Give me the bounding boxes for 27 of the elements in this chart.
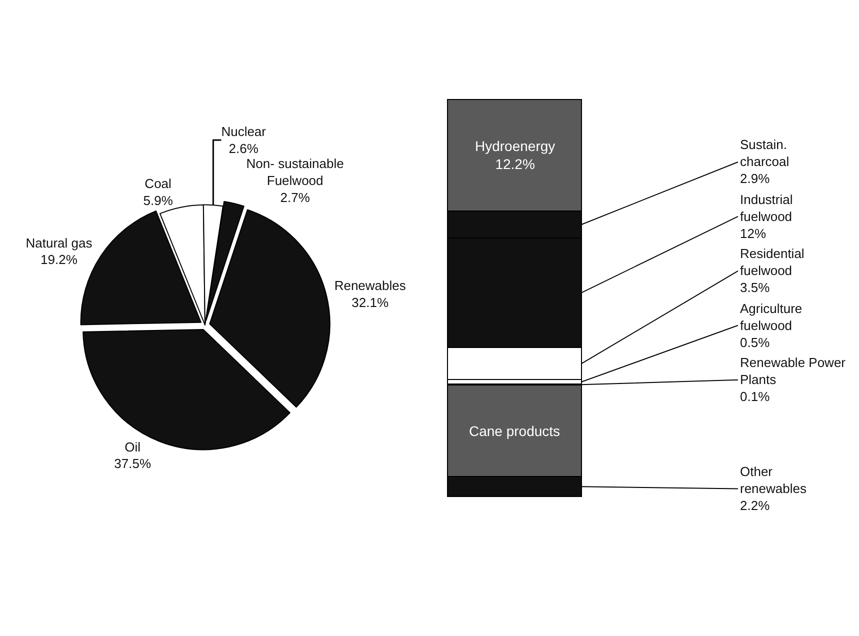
data-label: 2.2%	[740, 498, 770, 513]
slice-label: Natural gas	[26, 235, 93, 250]
data-label: 2.7%	[280, 190, 310, 205]
data-label: 12%	[740, 226, 766, 241]
slice-label: Oil	[124, 439, 141, 454]
text: Other renewables	[740, 464, 807, 496]
data-label: 32.1%	[352, 295, 389, 310]
data-label: 5.9%	[143, 192, 174, 208]
data-label: 0.1%	[740, 388, 770, 404]
text: Renewable Power Plants	[740, 355, 846, 387]
data-label: 19.2%	[40, 252, 78, 268]
slice-label: Nuclear	[221, 124, 267, 140]
data-label: 2.6%	[228, 140, 259, 156]
text: Industrial fuelwood	[740, 192, 793, 224]
data-label: 12.2%	[495, 156, 535, 172]
data-label: 3.5%	[740, 280, 770, 295]
slice-label: Coal	[144, 176, 172, 191]
series-label: Hydroenergy	[475, 138, 556, 154]
data-label: 37.5%	[114, 456, 152, 472]
text: Residential fuelwood	[740, 246, 804, 278]
data-label: 0.5%	[740, 334, 770, 350]
slice-label: Renewables	[334, 278, 406, 294]
series-label: Cane products	[469, 423, 560, 439]
text: Agriculture fuelwood	[740, 301, 802, 333]
slice-label: Non- sustainable Fuelwood	[246, 156, 344, 188]
data-label: 2.9%	[740, 170, 770, 186]
text: Sustain. charcoal	[740, 137, 790, 169]
